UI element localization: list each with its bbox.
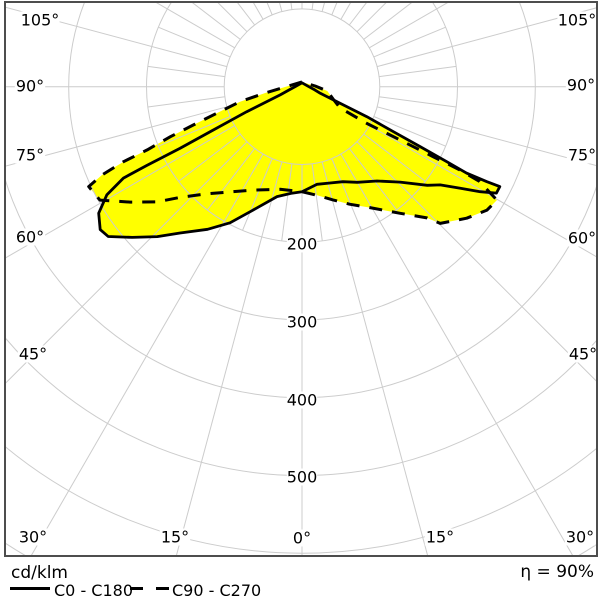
angle-label: 90° [16, 77, 44, 96]
grid-angle-subline [373, 26, 446, 58]
ring-value-label: 400 [287, 391, 318, 410]
efficiency-label: η = 90% [520, 562, 594, 582]
grid-angle-subline [190, 2, 241, 40]
angle-label-bg [14, 228, 46, 246]
grid-angle-line--60 [5, 125, 235, 259]
angle-label: 75° [16, 146, 44, 165]
grid-angle-subline [147, 65, 225, 78]
angle-label: 45° [569, 345, 597, 364]
angle-label-bg [566, 146, 597, 164]
legend-dashed-line-sample [130, 587, 143, 590]
angle-label: 60° [568, 229, 596, 248]
angle-label-bg [291, 529, 313, 547]
grid-angle-subline [348, 2, 368, 26]
legend-dashed-line-sample [156, 587, 169, 590]
angle-label-bg [20, 11, 60, 29]
unit-label: cd/klm [11, 563, 68, 583]
grid-angle-subline [236, 2, 256, 26]
grid-angle-line--30 [30, 153, 264, 556]
angle-label: 0° [293, 529, 311, 548]
ring-value-label-bg [286, 391, 318, 409]
ring-value-label-bg [286, 468, 318, 486]
grid-angle-line-60 [369, 125, 597, 258]
grid-angle-line-30 [340, 153, 574, 556]
angle-label-bg [567, 345, 597, 363]
grid-angle-line-75 [376, 106, 597, 167]
grid-angle-subline [363, 133, 426, 182]
grid-angle-line--105 [5, 6, 228, 68]
ring-value-label: 500 [287, 468, 318, 487]
ring-value-label-bg [286, 313, 318, 331]
grid-angle-subline [379, 65, 457, 78]
angle-label: 30° [566, 528, 594, 547]
angle-label: 15° [161, 528, 189, 547]
legend-label-c90-c270: C90 - C270 [172, 581, 262, 599]
polar-photometric-chart: 200 300 400 500 105° 90° 75° 60° 45° 30° 15° 0° 15° 3… [4, 1, 598, 557]
grid-angle-subline [158, 26, 231, 58]
angle-label-bg [14, 77, 46, 95]
grid-angle-subline [379, 96, 457, 108]
angle-label: 90° [567, 76, 595, 95]
curve-c0-c180 [97, 81, 502, 239]
angle-label-bg [159, 528, 191, 546]
angle-label-bg [565, 76, 597, 94]
ring-value-label-bg [286, 235, 318, 253]
angle-label-bg [17, 528, 49, 546]
grid-angle-line-45 [356, 141, 597, 383]
angle-label: 60° [16, 228, 44, 247]
angle-label-bg [566, 229, 597, 247]
grid-angle-subline [158, 116, 231, 147]
ring-value-label: 200 [287, 235, 318, 254]
grid-angle-subline [178, 133, 241, 182]
angle-label: 30° [19, 528, 47, 547]
grid-angle-subline [311, 163, 323, 241]
grid-angle-subline [206, 148, 256, 211]
grid-angle-subline [373, 116, 446, 147]
grid-angle-subline [242, 158, 273, 231]
angle-label-bg [14, 146, 46, 164]
grid-angle-subline [348, 148, 398, 211]
curve-c90-c270 [87, 80, 499, 225]
grid-angle-subline [281, 163, 293, 241]
legend-label-c0-c180: C0 - C180 [54, 581, 134, 599]
grid-angle-subline [331, 158, 362, 231]
angle-label: 75° [568, 146, 596, 165]
plot-frame [4, 1, 598, 557]
grid-angle-line-105 [376, 7, 597, 68]
ring-value-label: 300 [287, 313, 318, 332]
beam-area-fill [88, 82, 497, 224]
angle-label: 15° [426, 528, 454, 547]
grid-angle-subline [363, 2, 414, 40]
grid-angle-line--15 [175, 161, 283, 556]
grid-angle-line--45 [5, 141, 248, 385]
angle-label: 105° [558, 11, 597, 30]
grid-angle-line-15 [321, 161, 429, 556]
angle-label-bg [424, 528, 456, 546]
angle-label-bg [564, 528, 596, 546]
grid-angle-line--75 [5, 106, 228, 167]
plot-area: 200 300 400 500 105° 90° 75° 60° 45° 30° 15° 0° 15° 3… [5, 2, 597, 556]
angle-label: 45° [19, 345, 47, 364]
legend-solid-line-sample [10, 587, 50, 590]
angle-label-bg [557, 11, 597, 29]
grid-angle-subline [147, 96, 225, 108]
angle-label: 105° [21, 11, 60, 30]
angle-label-bg [17, 345, 49, 363]
